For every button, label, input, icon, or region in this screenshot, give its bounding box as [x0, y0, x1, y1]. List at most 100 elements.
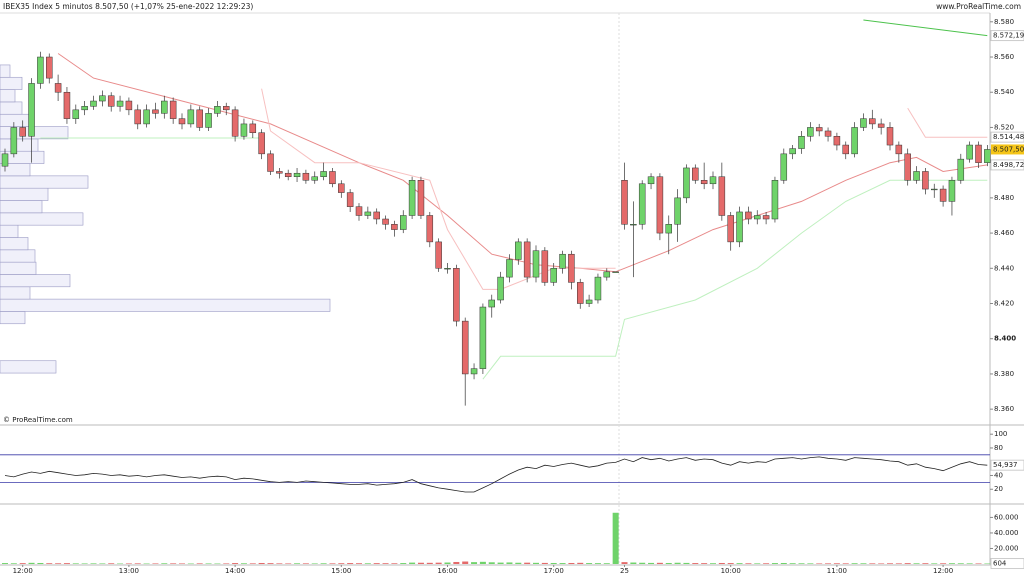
- x-tick-label: 11:00: [827, 567, 847, 575]
- candle-body: [869, 118, 876, 125]
- y-tick-label: 8.540: [994, 88, 1014, 96]
- candle-body: [63, 91, 71, 119]
- candle-body: [302, 172, 310, 181]
- overlay-line: [907, 107, 988, 138]
- volume-bar: [887, 563, 893, 564]
- price-label-box: [990, 159, 1024, 171]
- volume-bar: [692, 563, 699, 564]
- volume-bar: [143, 563, 150, 565]
- volume-profile-bar: [0, 286, 31, 300]
- volume-bar: [940, 563, 947, 564]
- volume-bar: [187, 563, 194, 565]
- candle-body: [807, 127, 814, 137]
- candle-body: [931, 188, 938, 191]
- volume-profile-bar: [0, 64, 11, 78]
- candle-body: [223, 106, 230, 111]
- candle-body: [346, 192, 354, 207]
- candle-body: [656, 176, 664, 234]
- candle-body: [311, 176, 318, 181]
- y-tick-label: 8.400: [994, 335, 1016, 343]
- candle-body: [780, 153, 788, 181]
- candle-body: [559, 253, 566, 269]
- candle-body: [99, 95, 106, 102]
- volume-bar: [913, 563, 920, 564]
- volume-bar: [807, 563, 814, 564]
- candle-body: [1, 153, 9, 167]
- volume-bar: [763, 563, 770, 564]
- volume-bar: [409, 562, 416, 564]
- candle-body: [231, 109, 239, 137]
- volume-bar: [966, 563, 973, 564]
- volume-bar: [63, 563, 70, 564]
- candle-body: [895, 144, 903, 155]
- candle-body: [143, 109, 150, 125]
- candle-body: [169, 100, 177, 119]
- candle-body: [488, 299, 495, 308]
- volume-bar: [727, 563, 734, 564]
- volume-bar: [302, 563, 309, 564]
- volume-bar: [373, 563, 380, 564]
- x-tick-label: 13:00: [119, 567, 139, 575]
- volume-profile-bar: [0, 311, 26, 325]
- volume-profile-bar: [0, 101, 23, 115]
- volume-bar: [2, 563, 8, 564]
- volume-bar: [577, 562, 584, 564]
- volume-bar: [869, 563, 876, 564]
- volume-bar: [957, 563, 964, 564]
- volume-bar: [382, 563, 389, 564]
- volume-bar: [214, 563, 221, 565]
- candle-body: [718, 176, 726, 216]
- volume-bar: [825, 563, 832, 564]
- volume-bar: [338, 563, 345, 564]
- candle-body: [355, 206, 363, 216]
- volume-bar: [648, 562, 655, 564]
- candle-body: [541, 250, 549, 283]
- candle-body: [798, 135, 805, 149]
- volume-profile-bar: [0, 200, 43, 214]
- price-label: 54,937: [993, 461, 1018, 469]
- candle-body: [877, 123, 885, 128]
- candle-body: [647, 176, 655, 185]
- volume-bar: [789, 563, 796, 564]
- x-tick-label: 17:00: [544, 567, 564, 575]
- chart-title: IBEX35 Index 5 minutos 8.507,50 (+1,07% …: [3, 2, 253, 11]
- y-tick-label: 20: [994, 485, 1003, 493]
- candle-body: [90, 100, 97, 107]
- volume-bar: [276, 563, 283, 564]
- volume-bar: [931, 563, 938, 564]
- candle-body: [267, 153, 274, 172]
- candle-body: [630, 224, 637, 226]
- candle-body: [745, 211, 752, 220]
- volume-bar: [364, 563, 371, 564]
- volume-bar: [10, 563, 17, 564]
- candle-body: [10, 127, 18, 155]
- volume-bar: [46, 563, 53, 564]
- volume-profile-bar: [0, 237, 29, 251]
- volume-bar: [984, 563, 991, 565]
- volume-bar: [630, 562, 637, 564]
- volume-bar: [161, 563, 168, 564]
- volume-bar: [533, 562, 539, 564]
- volume-profile-bar: [0, 274, 71, 288]
- volume-bar: [904, 563, 911, 564]
- volume-bar: [329, 563, 336, 564]
- candle-body: [621, 180, 628, 225]
- candle-body: [81, 106, 88, 111]
- candle-body: [594, 276, 602, 301]
- volume-bar: [90, 563, 97, 564]
- candle-body: [461, 320, 469, 375]
- y-tick-label: 8.420: [994, 300, 1014, 308]
- candle-body: [638, 183, 646, 225]
- candle-body: [187, 109, 195, 125]
- candle-body: [683, 167, 690, 199]
- volume-profile-bar: [0, 298, 331, 312]
- candle-body: [692, 167, 699, 181]
- candle-body: [727, 215, 734, 243]
- volume-bar: [842, 563, 849, 564]
- candle-body: [700, 180, 708, 185]
- price-label: 8.498,72: [993, 161, 1024, 169]
- volume-bar: [922, 563, 929, 564]
- y-tick-label: 20.000: [994, 544, 1019, 552]
